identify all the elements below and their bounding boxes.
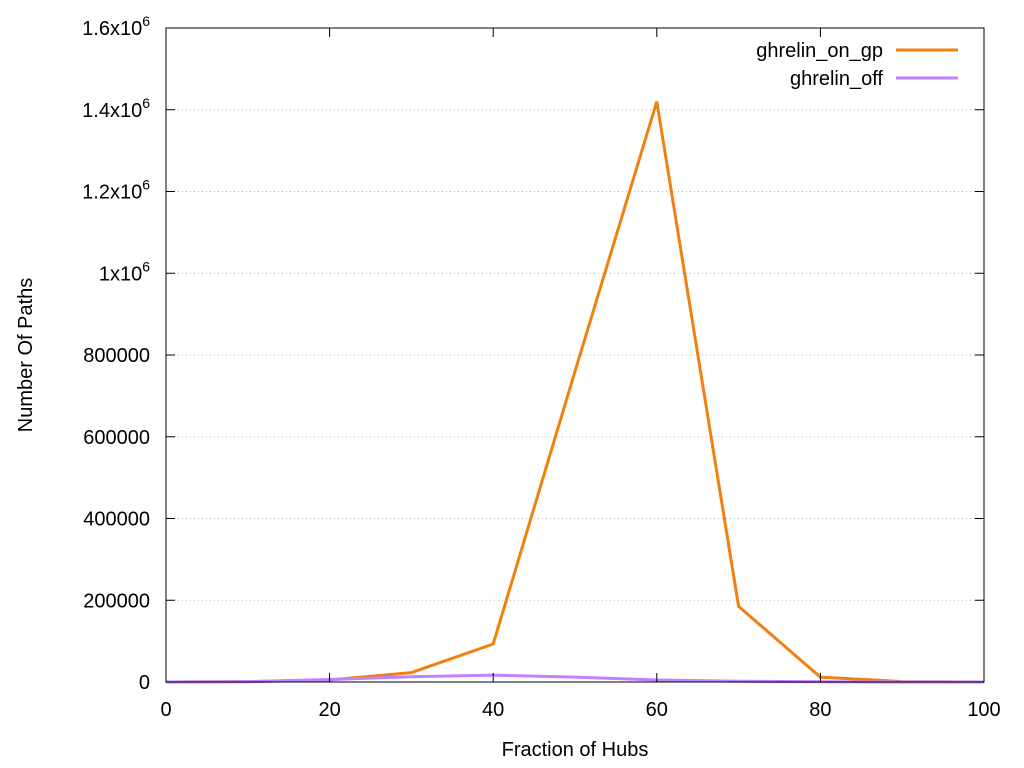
x-axis-title: Fraction of Hubs xyxy=(502,739,649,761)
x-tick-label: 0 xyxy=(160,699,171,721)
x-tick-label: 60 xyxy=(646,699,668,721)
tick-layer: 0 200000 400000 600000 800000 1x106 1.2x106 1.4… xyxy=(82,13,1001,721)
legend-label-ghrelin_on_gp: ghrelin_on_gp xyxy=(756,40,883,62)
legend: ghrelin_on_gp ghrelin_off xyxy=(756,40,958,90)
y-tick-label: 1.6x106 xyxy=(82,13,150,40)
y-axis-title: Number Of Paths xyxy=(15,278,37,433)
y-tick-label: 400000 xyxy=(83,509,150,531)
x-tick-label: 80 xyxy=(809,699,831,721)
y-tick-label: 600000 xyxy=(83,427,150,449)
y-tick-label: 200000 xyxy=(83,590,150,612)
x-tick-label: 100 xyxy=(967,699,1000,721)
y-tick-label: 0 xyxy=(139,672,150,694)
y-tick-label: 1x106 xyxy=(99,258,150,285)
legend-label-ghrelin_off: ghrelin_off xyxy=(790,68,883,90)
series-layer xyxy=(165,101,985,684)
y-tick-label: 1.4x106 xyxy=(82,95,150,122)
grid-layer xyxy=(166,109,984,601)
x-tick-label: 20 xyxy=(318,699,340,721)
y-tick-label: 800000 xyxy=(83,345,150,367)
x-tick-label: 40 xyxy=(482,699,504,721)
y-tick-label: 1.2x106 xyxy=(82,177,150,204)
series-line-ghrelin_on_gp xyxy=(165,101,985,684)
